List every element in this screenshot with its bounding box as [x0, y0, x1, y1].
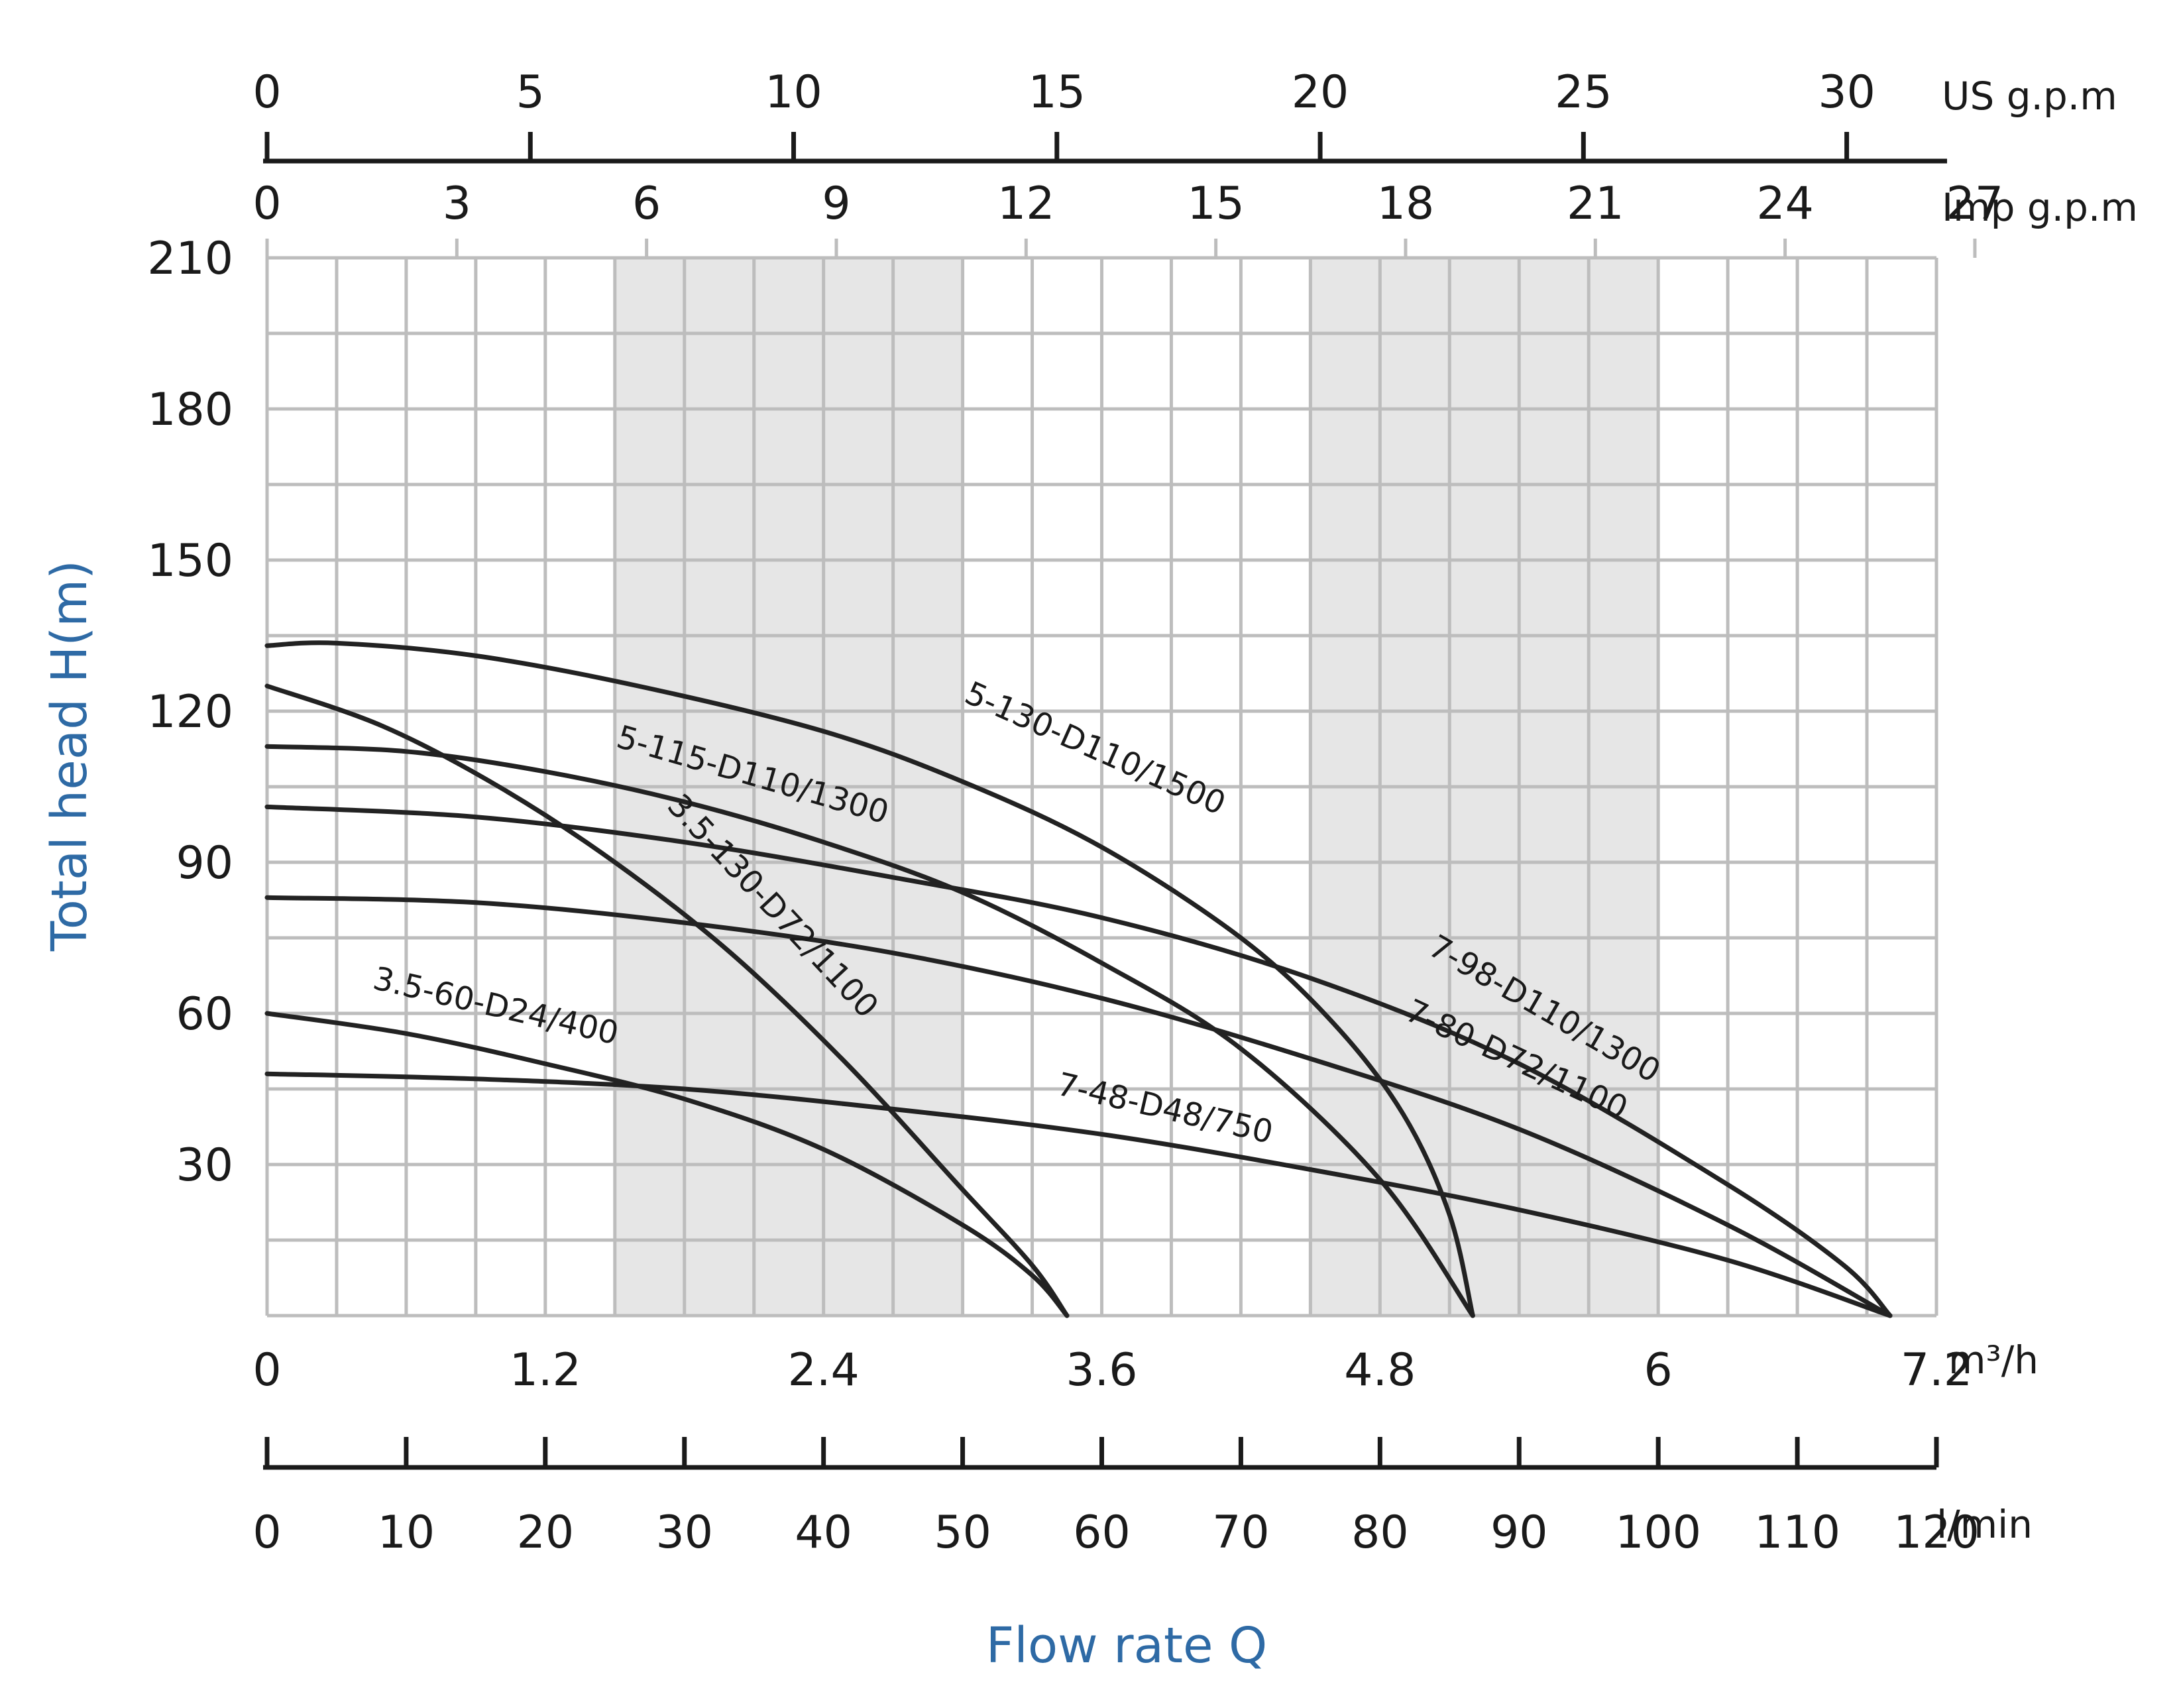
x-tick-label: 4.8 [1344, 1344, 1416, 1396]
us-gpm-tick-label: 10 [765, 66, 822, 119]
x-axis-title: Flow rate Q [986, 1617, 1268, 1674]
y-tick-label: 60 [176, 988, 233, 1041]
x-unit-label: m³/h [1948, 1338, 2039, 1383]
lmin-tick-label: 40 [795, 1507, 852, 1559]
us-gpm-tick-label: 15 [1029, 66, 1086, 119]
lmin-tick-label: 80 [1351, 1507, 1409, 1559]
imp-gpm-tick-label: 24 [1756, 178, 1814, 230]
imp-gpm-tick-label: 27 [1946, 178, 2004, 230]
lmin-tick-label: 20 [517, 1507, 575, 1559]
y-axis-title: Total head H(m) [41, 560, 98, 952]
y-tick-label: 210 [147, 233, 233, 285]
curve-series [264, 640, 1475, 1318]
us-gpm-tick-label: 25 [1555, 66, 1612, 119]
x-tick-label: 3.6 [1066, 1344, 1137, 1396]
lmin-tick-label: 90 [1490, 1507, 1548, 1559]
imp-gpm-tick-label: 21 [1567, 178, 1624, 230]
curve-series [264, 895, 1893, 1318]
lmin-tick-label: 100 [1615, 1507, 1701, 1559]
lmin-tick-label: 30 [655, 1507, 713, 1559]
lmin-tick-label: 0 [252, 1507, 281, 1559]
us-gpm-tick-label: 0 [252, 66, 281, 119]
y-tick-label: 150 [147, 535, 233, 587]
x-tick-label: 7.2 [1901, 1344, 1972, 1396]
y-tick-label: 180 [147, 384, 233, 436]
y-tick-label: 90 [176, 837, 233, 889]
imp-gpm-tick-label: 15 [1187, 178, 1245, 230]
us-gpm-tick-label: 20 [1292, 66, 1349, 119]
lmin-tick-label: 50 [934, 1507, 991, 1559]
curve-series [264, 744, 1475, 1318]
x-tick-label: 6 [1644, 1344, 1673, 1396]
x-tick-label: 2.4 [788, 1344, 860, 1396]
y-tick-label: 120 [147, 686, 233, 738]
imp-gpm-tick-label: 0 [252, 178, 281, 230]
lmin-tick-label: 110 [1754, 1507, 1840, 1559]
x-tick-label: 0 [252, 1344, 281, 1396]
curve-series [264, 1071, 1893, 1318]
grid [265, 256, 1938, 1318]
series-label: 7-48-D48/750 [1054, 1066, 1276, 1151]
imp-gpm-unit-label: Imp g.p.m [1942, 185, 2138, 230]
series-label: 5-130-D110/1500 [960, 675, 1231, 823]
lmin-tick-label: 10 [378, 1507, 435, 1559]
y-tick-label: 30 [176, 1139, 233, 1192]
us-gpm-unit-label: US g.p.m [1942, 74, 2117, 119]
imp-gpm-tick-label: 12 [997, 178, 1055, 230]
imp-gpm-tick-label: 3 [443, 178, 471, 230]
us-gpm-tick-label: 30 [1818, 66, 1875, 119]
lmin-tick-label: 120 [1893, 1507, 1980, 1559]
x-tick-label: 1.2 [510, 1344, 581, 1396]
lmin-unit-label: l/min [1936, 1502, 2033, 1547]
imp-gpm-tick-label: 18 [1377, 178, 1435, 230]
curve-series [264, 683, 1070, 1318]
curve-series [264, 804, 1893, 1318]
imp-gpm-tick-label: 9 [822, 178, 850, 230]
lmin-tick-label: 60 [1073, 1507, 1131, 1559]
curves [264, 640, 1893, 1318]
curve-series [264, 1011, 1070, 1318]
us-gpm-tick-label: 5 [516, 66, 545, 119]
lmin-tick-label: 70 [1212, 1507, 1270, 1559]
imp-gpm-tick-label: 6 [632, 178, 661, 230]
